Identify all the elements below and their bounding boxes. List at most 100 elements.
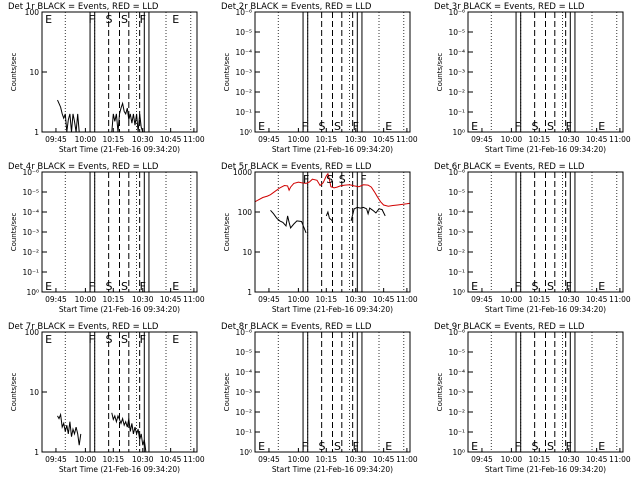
y-tick-label: 100	[25, 8, 40, 17]
marker-letter: E	[471, 280, 478, 293]
y-tick-label: 10⁻³	[448, 388, 465, 397]
marker-letter: F	[360, 173, 366, 186]
x-tick-label: 10:00	[288, 135, 310, 144]
x-tick-label: 11:00	[183, 455, 205, 464]
marker-letter: S	[334, 120, 341, 133]
x-tick-label: 10:00	[75, 135, 97, 144]
x-tick-label: 09:45	[45, 455, 67, 464]
y-tick-label: 10⁻²	[235, 408, 252, 417]
y-tick-label: 10⁻⁶	[235, 8, 252, 17]
x-axis-label: Start Time (21-Feb-16 09:34:20)	[59, 305, 180, 314]
marker-letter: F	[566, 280, 572, 293]
marker-letter: E	[172, 280, 179, 293]
y-tick-label: 10⁻⁴	[235, 368, 252, 377]
x-axis-label: Start Time (21-Feb-16 09:34:20)	[59, 465, 180, 474]
x-axis-label: Start Time (21-Feb-16 09:34:20)	[272, 305, 393, 314]
x-tick-label: 10:30	[132, 295, 154, 304]
marker-letter: F	[566, 120, 572, 133]
x-axis-label: Start Time (21-Feb-16 09:34:20)	[485, 145, 606, 154]
x-tick-label: 11:00	[609, 295, 631, 304]
marker-letter: E	[471, 440, 478, 453]
x-tick-label: 10:00	[75, 295, 97, 304]
x-tick-label: 11:00	[609, 455, 631, 464]
marker-letter: E	[258, 440, 265, 453]
y-tick-label: 10⁻¹	[448, 268, 465, 277]
marker-letter: F	[303, 173, 309, 186]
panel-title: Det 7r BLACK = Events, RED = LLD	[8, 322, 159, 332]
y-tick-label: 10⁰	[452, 288, 465, 297]
x-tick-label: 10:30	[558, 135, 580, 144]
marker-letter: S	[532, 280, 539, 293]
marker-letter: S	[532, 440, 539, 453]
y-tick-label: 10⁻⁵	[448, 28, 465, 37]
marker-letter: S	[121, 333, 128, 346]
marker-letter: E	[172, 333, 179, 346]
y-axis-label: Counts/sec	[223, 373, 231, 412]
y-tick-label: 100	[238, 208, 253, 217]
x-tick-label: 10:45	[160, 455, 182, 464]
marker-letter: F	[353, 120, 359, 133]
marker-letter: F	[89, 333, 95, 346]
x-tick-label: 10:00	[75, 455, 97, 464]
x-tick-label: 10:15	[102, 295, 124, 304]
y-tick-label: 10⁻²	[448, 88, 465, 97]
marker-letter: F	[89, 13, 95, 26]
marker-letter: S	[334, 440, 341, 453]
plot-frame	[254, 171, 411, 293]
panel-title: Det 4r BLACK = Events, RED = LLD	[8, 162, 159, 172]
marker-letter: F	[515, 120, 521, 133]
marker-letter: E	[598, 440, 605, 453]
y-tick-label: 10	[29, 68, 39, 77]
marker-letter: F	[515, 440, 521, 453]
y-tick-label: 10⁻¹	[22, 268, 39, 277]
panel-title: Det 9r BLACK = Events, RED = LLD	[434, 322, 585, 332]
x-tick-label: 10:00	[288, 455, 310, 464]
y-axis-label: Counts/sec	[436, 53, 444, 92]
y-tick-label: 10⁻⁴	[448, 368, 465, 377]
y-tick-label: 10⁻⁵	[235, 348, 252, 357]
y-axis-label: Counts/sec	[223, 213, 231, 252]
y-axis-label: Counts/sec	[436, 373, 444, 412]
y-tick-label: 10⁰	[239, 128, 252, 137]
y-tick-label: 10⁻¹	[448, 108, 465, 117]
y-tick-label: 10	[29, 388, 39, 397]
x-tick-label: 09:45	[258, 295, 280, 304]
y-tick-label: 10⁻⁴	[448, 48, 465, 57]
x-tick-label: 09:45	[45, 135, 67, 144]
y-tick-label: 10⁻⁴	[235, 48, 252, 57]
x-tick-label: 10:45	[586, 455, 608, 464]
x-tick-label: 10:15	[102, 135, 124, 144]
marker-letter: E	[45, 333, 52, 346]
marker-letter: E	[471, 120, 478, 133]
x-tick-label: 10:30	[558, 295, 580, 304]
x-tick-label: 09:45	[471, 295, 493, 304]
marker-letter: F	[515, 280, 521, 293]
y-tick-label: 10⁻⁵	[22, 188, 39, 197]
y-tick-label: 10⁻⁵	[448, 348, 465, 357]
y-tick-label: 10	[242, 248, 252, 257]
x-tick-label: 10:45	[586, 135, 608, 144]
x-tick-label: 10:15	[528, 295, 550, 304]
x-tick-label: 09:45	[45, 295, 67, 304]
x-tick-label: 10:15	[315, 295, 337, 304]
marker-letter: F	[140, 13, 146, 26]
events-series-line	[111, 412, 147, 453]
events-series-line	[57, 99, 80, 133]
events-series-line	[325, 210, 333, 222]
y-tick-label: 10⁻²	[22, 248, 39, 257]
y-tick-label: 1	[34, 128, 39, 137]
y-tick-label: 1000	[233, 168, 252, 177]
marker-letter: E	[385, 120, 392, 133]
x-tick-label: 10:45	[160, 295, 182, 304]
events-series-line	[350, 206, 386, 222]
y-axis-label: Counts/sec	[436, 213, 444, 252]
x-tick-label: 10:30	[345, 455, 367, 464]
x-tick-label: 10:45	[586, 295, 608, 304]
x-tick-label: 11:00	[396, 455, 418, 464]
